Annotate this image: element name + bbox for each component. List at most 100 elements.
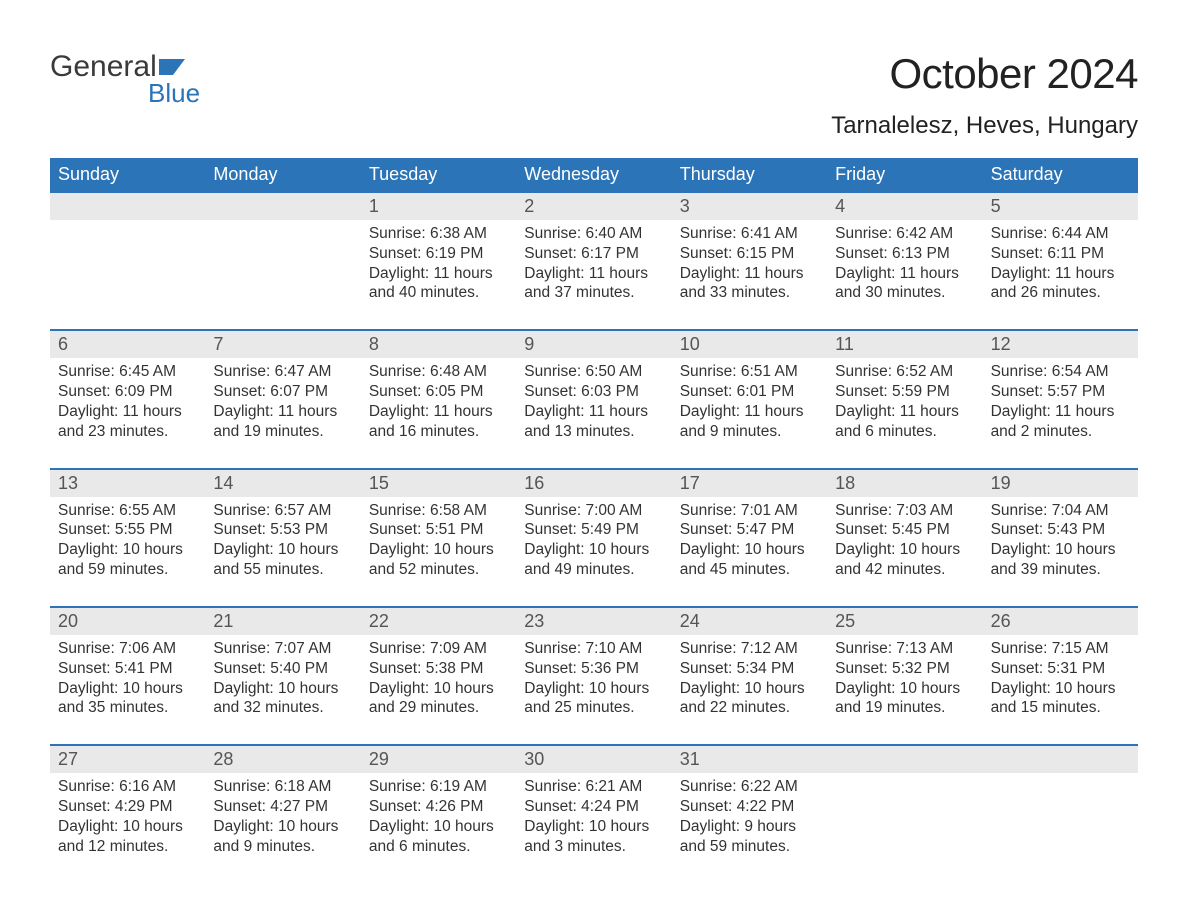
sunrise-text: Sunrise: 7:09 AM (369, 639, 508, 659)
day-details: Sunrise: 7:09 AMSunset: 5:38 PMDaylight:… (361, 635, 516, 744)
daylight-text: Daylight: 11 hours and 19 minutes. (213, 402, 352, 442)
day-details: Sunrise: 6:50 AMSunset: 6:03 PMDaylight:… (516, 358, 671, 467)
day-header-friday: Friday (827, 158, 982, 191)
day-number: 13 (50, 470, 205, 497)
sunset-text: Sunset: 5:43 PM (991, 520, 1130, 540)
page-header: General Blue October 2024 Tarnalelesz, H… (50, 50, 1138, 140)
sunrise-text: Sunrise: 6:45 AM (58, 362, 197, 382)
day-details: Sunrise: 7:06 AMSunset: 5:41 PMDaylight:… (50, 635, 205, 744)
day-details: Sunrise: 6:16 AMSunset: 4:29 PMDaylight:… (50, 773, 205, 882)
sunset-text: Sunset: 4:24 PM (524, 797, 663, 817)
daylight-text: Daylight: 11 hours and 13 minutes. (524, 402, 663, 442)
daylight-text: Daylight: 10 hours and 12 minutes. (58, 817, 197, 857)
week-row: 12345Sunrise: 6:38 AMSunset: 6:19 PMDayl… (50, 191, 1138, 329)
day-details: Sunrise: 7:12 AMSunset: 5:34 PMDaylight:… (672, 635, 827, 744)
sunset-text: Sunset: 5:57 PM (991, 382, 1130, 402)
day-header-row: SundayMondayTuesdayWednesdayThursdayFrid… (50, 158, 1138, 191)
daylight-text: Daylight: 10 hours and 32 minutes. (213, 679, 352, 719)
day-number: 6 (50, 331, 205, 358)
day-details (983, 773, 1138, 882)
sunset-text: Sunset: 5:36 PM (524, 659, 663, 679)
day-number: 16 (516, 470, 671, 497)
day-number: 14 (205, 470, 360, 497)
sunset-text: Sunset: 5:38 PM (369, 659, 508, 679)
sunrise-text: Sunrise: 7:03 AM (835, 501, 974, 521)
sunrise-text: Sunrise: 7:06 AM (58, 639, 197, 659)
day-number (205, 193, 360, 220)
daylight-text: Daylight: 10 hours and 59 minutes. (58, 540, 197, 580)
day-header-thursday: Thursday (672, 158, 827, 191)
day-number: 10 (672, 331, 827, 358)
daylight-text: Daylight: 10 hours and 22 minutes. (680, 679, 819, 719)
day-number: 30 (516, 746, 671, 773)
daylight-text: Daylight: 11 hours and 2 minutes. (991, 402, 1130, 442)
sunset-text: Sunset: 6:17 PM (524, 244, 663, 264)
brand-word1: General (50, 50, 157, 84)
day-details: Sunrise: 7:15 AMSunset: 5:31 PMDaylight:… (983, 635, 1138, 744)
day-details: Sunrise: 6:40 AMSunset: 6:17 PMDaylight:… (516, 220, 671, 329)
sunset-text: Sunset: 5:31 PM (991, 659, 1130, 679)
daylight-text: Daylight: 10 hours and 52 minutes. (369, 540, 508, 580)
sunrise-text: Sunrise: 7:13 AM (835, 639, 974, 659)
sunrise-text: Sunrise: 6:44 AM (991, 224, 1130, 244)
day-details: Sunrise: 6:18 AMSunset: 4:27 PMDaylight:… (205, 773, 360, 882)
day-details (50, 220, 205, 329)
daylight-text: Daylight: 11 hours and 30 minutes. (835, 264, 974, 304)
sunrise-text: Sunrise: 6:22 AM (680, 777, 819, 797)
sunrise-text: Sunrise: 6:19 AM (369, 777, 508, 797)
day-number: 26 (983, 608, 1138, 635)
day-details: Sunrise: 6:21 AMSunset: 4:24 PMDaylight:… (516, 773, 671, 882)
sunrise-text: Sunrise: 6:21 AM (524, 777, 663, 797)
day-number: 15 (361, 470, 516, 497)
sunset-text: Sunset: 5:32 PM (835, 659, 974, 679)
day-number: 2 (516, 193, 671, 220)
day-number: 28 (205, 746, 360, 773)
day-details: Sunrise: 7:04 AMSunset: 5:43 PMDaylight:… (983, 497, 1138, 606)
day-details: Sunrise: 6:52 AMSunset: 5:59 PMDaylight:… (827, 358, 982, 467)
sunset-text: Sunset: 6:03 PM (524, 382, 663, 402)
day-details: Sunrise: 6:22 AMSunset: 4:22 PMDaylight:… (672, 773, 827, 882)
sunset-text: Sunset: 5:51 PM (369, 520, 508, 540)
daylight-text: Daylight: 11 hours and 23 minutes. (58, 402, 197, 442)
sunset-text: Sunset: 5:40 PM (213, 659, 352, 679)
day-details: Sunrise: 6:48 AMSunset: 6:05 PMDaylight:… (361, 358, 516, 467)
sunset-text: Sunset: 5:59 PM (835, 382, 974, 402)
sunset-text: Sunset: 6:19 PM (369, 244, 508, 264)
day-details: Sunrise: 7:10 AMSunset: 5:36 PMDaylight:… (516, 635, 671, 744)
sunset-text: Sunset: 5:53 PM (213, 520, 352, 540)
sunrise-text: Sunrise: 6:47 AM (213, 362, 352, 382)
sunrise-text: Sunrise: 7:10 AM (524, 639, 663, 659)
day-details: Sunrise: 6:44 AMSunset: 6:11 PMDaylight:… (983, 220, 1138, 329)
day-number: 31 (672, 746, 827, 773)
sunset-text: Sunset: 6:01 PM (680, 382, 819, 402)
sunrise-text: Sunrise: 7:04 AM (991, 501, 1130, 521)
day-number: 7 (205, 331, 360, 358)
sunset-text: Sunset: 4:27 PM (213, 797, 352, 817)
day-number: 19 (983, 470, 1138, 497)
brand-word2: Blue (148, 78, 200, 108)
daylight-text: Daylight: 11 hours and 26 minutes. (991, 264, 1130, 304)
day-details: Sunrise: 7:03 AMSunset: 5:45 PMDaylight:… (827, 497, 982, 606)
day-number: 12 (983, 331, 1138, 358)
sunrise-text: Sunrise: 7:00 AM (524, 501, 663, 521)
sunrise-text: Sunrise: 6:54 AM (991, 362, 1130, 382)
sunset-text: Sunset: 6:11 PM (991, 244, 1130, 264)
sunrise-text: Sunrise: 6:52 AM (835, 362, 974, 382)
daylight-text: Daylight: 10 hours and 55 minutes. (213, 540, 352, 580)
page-title: October 2024 (831, 50, 1138, 98)
day-number: 11 (827, 331, 982, 358)
location-subtitle: Tarnalelesz, Heves, Hungary (831, 112, 1138, 140)
day-details: Sunrise: 6:58 AMSunset: 5:51 PMDaylight:… (361, 497, 516, 606)
sunrise-text: Sunrise: 6:57 AM (213, 501, 352, 521)
daylight-text: Daylight: 10 hours and 3 minutes. (524, 817, 663, 857)
sunrise-text: Sunrise: 7:01 AM (680, 501, 819, 521)
day-number: 21 (205, 608, 360, 635)
day-number: 22 (361, 608, 516, 635)
day-number (827, 746, 982, 773)
day-details: Sunrise: 6:41 AMSunset: 6:15 PMDaylight:… (672, 220, 827, 329)
day-number: 9 (516, 331, 671, 358)
sunset-text: Sunset: 6:07 PM (213, 382, 352, 402)
day-number: 4 (827, 193, 982, 220)
week-row: 13141516171819Sunrise: 6:55 AMSunset: 5:… (50, 468, 1138, 606)
calendar: SundayMondayTuesdayWednesdayThursdayFrid… (50, 158, 1138, 883)
